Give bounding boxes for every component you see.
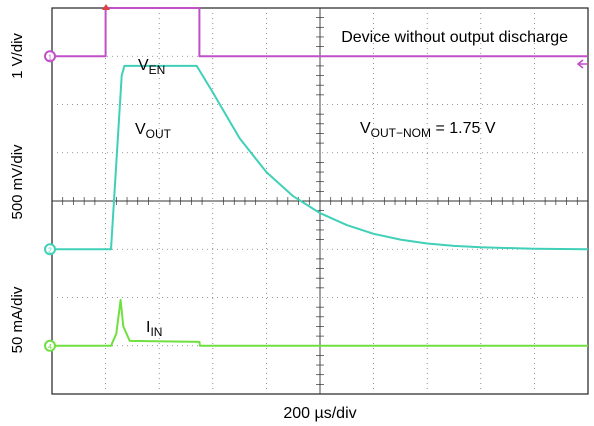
x-scale-label: 200 µs/div <box>283 405 356 422</box>
annotation-vout-nom: VOUT−NOM = 1.75 V <box>360 120 496 140</box>
trace-ch4 <box>52 298 588 347</box>
channel-markers: 1 2 4 <box>44 50 56 352</box>
chart-title: Device without output discharge <box>341 29 568 46</box>
y-scale-label-ven: 1 V/div <box>9 33 26 79</box>
channel-marker-number: 1 <box>48 54 52 61</box>
channel-marker-ch4 <box>44 339 56 352</box>
trigger-position-icon <box>102 4 110 10</box>
channel-marker-ch1 <box>44 50 56 63</box>
grid <box>52 8 588 394</box>
y-scale-label-vout: 500 mV/div <box>9 144 26 220</box>
trace-ch1 <box>52 7 588 58</box>
trace-ch2 <box>52 64 589 251</box>
label-ven: VEN <box>138 57 165 77</box>
traces <box>52 7 589 347</box>
label-vout: VOUT <box>135 121 172 141</box>
channel-marker-number: 2 <box>48 247 52 254</box>
channel-marker-ch2 <box>44 243 56 256</box>
label-iin: IIN <box>146 319 162 339</box>
channel-marker-number: 4 <box>48 344 52 351</box>
trigger-arrow-icon <box>576 59 588 69</box>
y-scale-label-iin: 50 mA/div <box>9 286 26 353</box>
